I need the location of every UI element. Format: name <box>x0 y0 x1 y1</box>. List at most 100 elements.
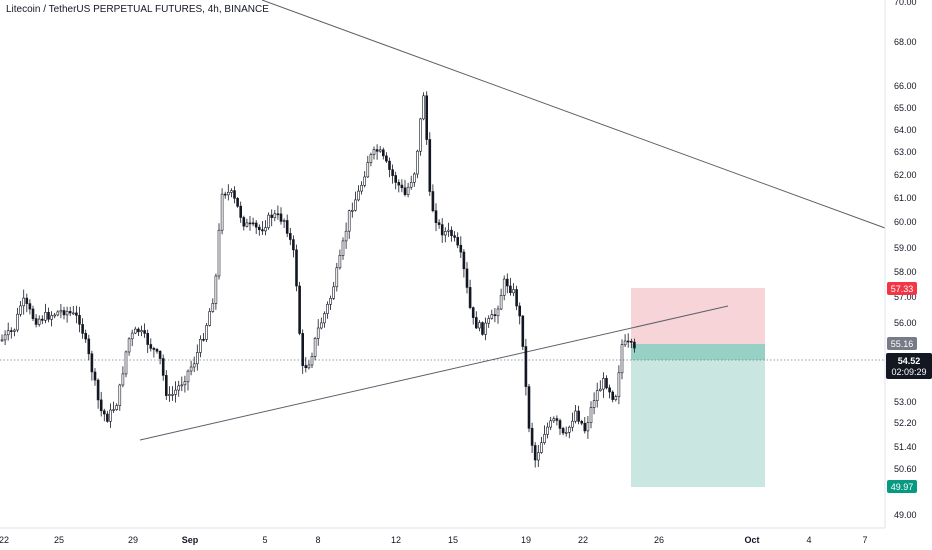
candle-body <box>152 348 156 350</box>
candle-body <box>31 308 35 319</box>
candle-body <box>220 193 224 231</box>
price-tick-label: 70.00 <box>894 0 917 7</box>
candle-body <box>341 240 345 256</box>
candle-body <box>363 176 367 186</box>
price-tick-label: 58.00 <box>894 267 917 277</box>
candle-body <box>140 330 143 333</box>
candle-body <box>186 370 190 383</box>
price-tick-label: 53.00 <box>894 397 917 407</box>
candle-body <box>40 318 44 321</box>
time-tick-label: Oct <box>744 535 759 545</box>
candle-body <box>93 371 97 381</box>
candle-body <box>323 313 326 324</box>
price-tick-label: 61.00 <box>894 193 917 203</box>
time-tick-label: 7 <box>862 535 867 545</box>
candle-body <box>465 268 469 288</box>
ascending-trendline[interactable] <box>139 305 729 441</box>
candle-body <box>319 322 323 329</box>
time-axis[interactable]: 22 25 29 Sep 5 8 12 15 19 22 26 Oct 4 7 <box>0 535 868 545</box>
candle-body <box>611 391 615 400</box>
candle-body <box>344 230 348 242</box>
candle-body <box>481 322 484 335</box>
candle-body <box>375 149 379 152</box>
candle-body <box>19 305 22 315</box>
candle-body <box>276 213 280 216</box>
candle-body <box>205 325 208 340</box>
candle-body <box>592 400 596 408</box>
candle-body <box>332 286 336 299</box>
candle-body <box>366 162 370 178</box>
candle-body <box>165 375 168 396</box>
candle-body <box>155 349 159 352</box>
candle-body <box>623 340 627 346</box>
time-tick-label: 25 <box>54 535 64 545</box>
candle-body <box>496 308 500 317</box>
entry-price-tag: 55.16 <box>887 337 917 350</box>
candle-body <box>536 452 540 461</box>
candle-body <box>493 314 497 317</box>
last-price-text: 54.52 <box>898 356 921 366</box>
price-axis[interactable]: 70.00 68.00 66.00 65.00 64.00 63.00 62.00 61.00… <box>894 0 917 520</box>
candle-body <box>440 224 444 236</box>
candle-body <box>56 311 60 316</box>
candle-body <box>586 422 590 432</box>
price-tick-label: 50.60 <box>894 464 917 474</box>
price-tick-label: 60.00 <box>894 217 917 227</box>
candle-body <box>412 173 416 183</box>
price-tick-label: 52.20 <box>894 418 917 428</box>
candle-body <box>450 229 453 236</box>
candle-body <box>471 307 475 318</box>
candle-body <box>62 310 66 316</box>
candle-body <box>90 353 94 373</box>
candle-body <box>118 384 122 406</box>
candle-body <box>239 205 242 218</box>
candle-body <box>99 399 103 412</box>
candle-body <box>285 220 289 234</box>
candle-body <box>428 139 432 192</box>
candle-body <box>437 222 441 225</box>
candle-body <box>329 297 332 305</box>
candle-body <box>208 311 211 326</box>
candle-body <box>254 222 258 228</box>
candle-body <box>50 315 53 320</box>
candle-body <box>84 332 87 340</box>
candle-body <box>137 328 140 333</box>
target-price-tag: 49.97 <box>887 480 917 493</box>
candle-body <box>158 350 162 359</box>
candle-body <box>199 338 202 353</box>
candle-body <box>456 237 460 246</box>
candle-body <box>546 426 549 435</box>
candle-body <box>65 311 69 316</box>
candle-body <box>462 251 466 270</box>
stop-loss-zone[interactable] <box>631 288 765 344</box>
candle-body <box>168 394 171 396</box>
take-profit-zone[interactable] <box>631 360 765 487</box>
candle-body <box>459 244 463 253</box>
descending-trendline[interactable] <box>261 0 886 229</box>
candle-body <box>279 213 283 222</box>
candle-body <box>381 149 385 157</box>
candle-body <box>47 311 50 320</box>
time-tick-label: 8 <box>315 535 320 545</box>
candle-body <box>59 310 63 313</box>
candle-body <box>403 187 407 195</box>
candle-body <box>288 233 292 240</box>
candle-body <box>202 338 205 341</box>
candle-body <box>130 332 134 340</box>
entry-price-text: 55.16 <box>891 339 914 349</box>
candle-body <box>478 322 481 329</box>
candle-body <box>189 366 193 372</box>
candle-body <box>360 185 363 192</box>
candle-body <box>183 381 187 386</box>
candle-body <box>230 190 233 193</box>
candle-body <box>629 340 633 343</box>
candle-body <box>595 390 599 402</box>
candle-body <box>561 428 565 434</box>
candle-body <box>350 210 354 212</box>
candle-body <box>87 338 91 355</box>
candle-body <box>134 328 137 334</box>
candle-body <box>214 275 218 304</box>
candle-body <box>558 420 562 429</box>
candle-body <box>326 303 329 314</box>
